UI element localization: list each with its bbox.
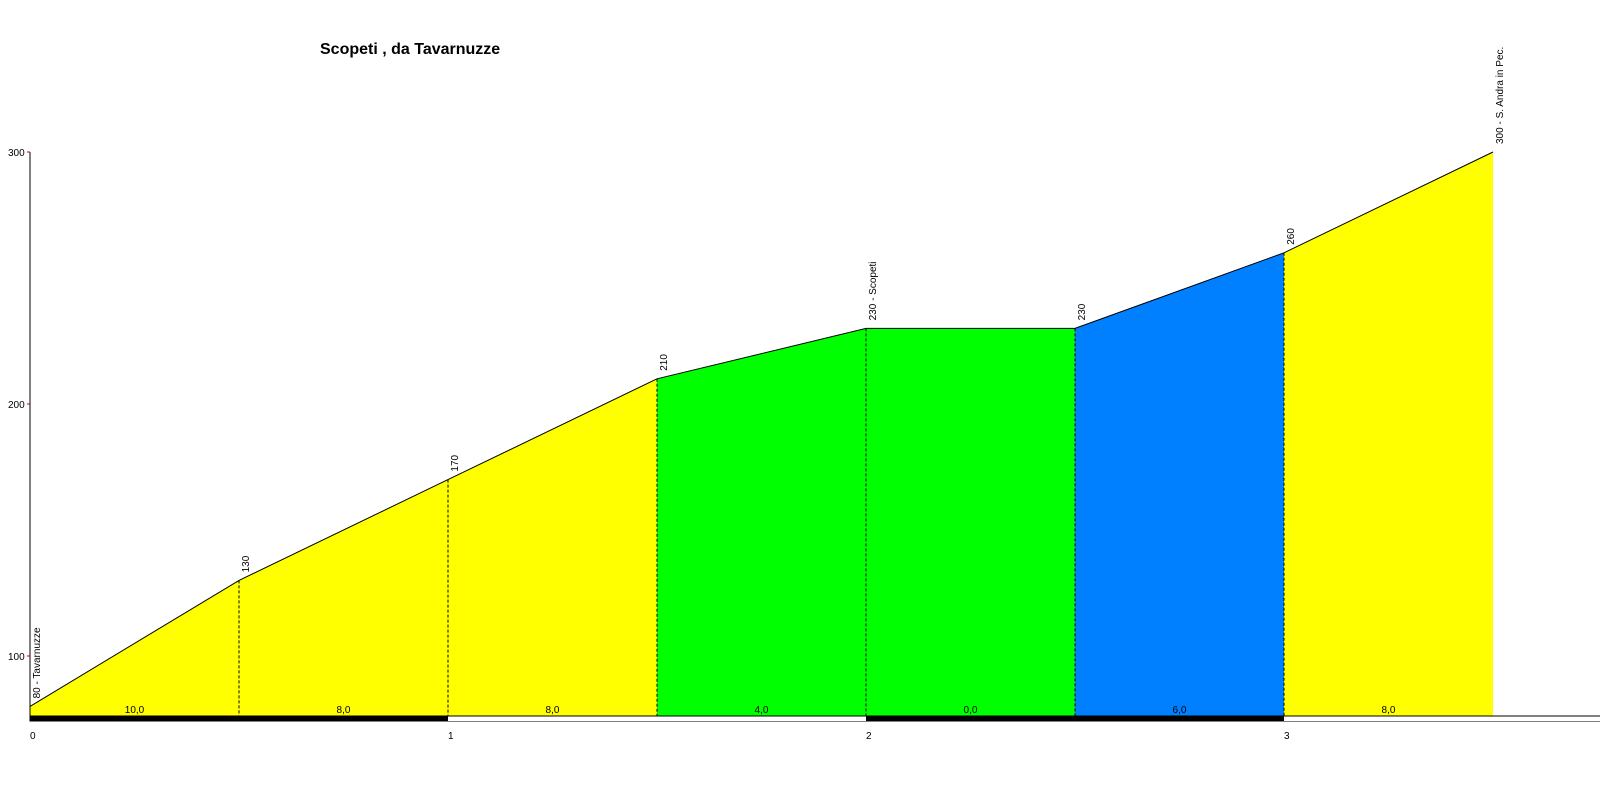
km-bar-block <box>239 716 448 721</box>
segment-fills <box>30 152 1493 719</box>
km-bar-block <box>866 716 1075 721</box>
point-elevation-label: 80 - Tavarnuzze <box>32 627 43 698</box>
segment-gradient-label: 8,0 <box>1382 705 1396 716</box>
km-bar-block <box>657 716 866 721</box>
axes <box>27 151 31 718</box>
x-tick-label: 3 <box>1284 731 1290 742</box>
segment-gradient-label: 4,0 <box>755 705 769 716</box>
y-tick-label: 300 <box>8 148 25 159</box>
point-elevation-label: 130 <box>241 555 252 572</box>
y-tick-label: 100 <box>8 652 25 663</box>
x-tick-label: 0 <box>30 731 36 742</box>
segment-fill-2 <box>239 479 448 718</box>
segment-fill-3 <box>448 378 657 718</box>
km-bar-block <box>448 716 657 721</box>
segment-gradient-label: 6,0 <box>1173 705 1187 716</box>
segment-dividers <box>238 252 1285 718</box>
segment-fill-1 <box>30 580 239 718</box>
x-tick-label: 2 <box>866 731 872 742</box>
point-elevation-labels: 80 - Tavarnuzze 130 170 210 230 - Scopeti 230… <box>32 47 1506 699</box>
profile-line-group <box>29 151 1494 707</box>
km-bar-block <box>1493 716 1600 721</box>
point-elevation-label: 210 <box>659 354 670 371</box>
km-bar <box>29 715 1600 722</box>
km-bar-block <box>1075 716 1284 721</box>
x-tick-label: 1 <box>448 731 454 742</box>
chart-title: Scopeti , da Tavarnuzze <box>320 41 500 58</box>
segment-gradient-label: 8,0 <box>546 705 560 716</box>
point-elevation-label: 170 <box>450 454 461 471</box>
segment-fill-6 <box>1075 252 1284 719</box>
km-bar-block <box>1284 716 1493 721</box>
point-elevation-label: 300 - S. Andra in Pec. <box>1495 47 1506 144</box>
segment-gradient-labels: 10,0 8,0 8,0 4,0 0,0 6,0 8,0 <box>125 705 1396 716</box>
km-bar-block <box>30 716 239 721</box>
segment-fill-5 <box>866 328 1075 718</box>
segment-fill-7 <box>1284 152 1493 718</box>
segment-gradient-label: 0,0 <box>964 705 978 716</box>
segment-fill-4 <box>657 328 866 718</box>
point-elevation-label: 260 <box>1286 228 1297 245</box>
y-tick-label: 200 <box>8 400 25 411</box>
point-elevation-label: 230 - Scopeti <box>868 261 879 320</box>
point-elevation-label: 230 <box>1077 303 1088 320</box>
segment-gradient-label: 10,0 <box>125 705 145 716</box>
profile-line <box>29 151 1494 707</box>
segment-gradient-label: 8,0 <box>337 705 351 716</box>
tick-labels: 100 200 300 0 1 2 3 <box>8 148 1290 742</box>
